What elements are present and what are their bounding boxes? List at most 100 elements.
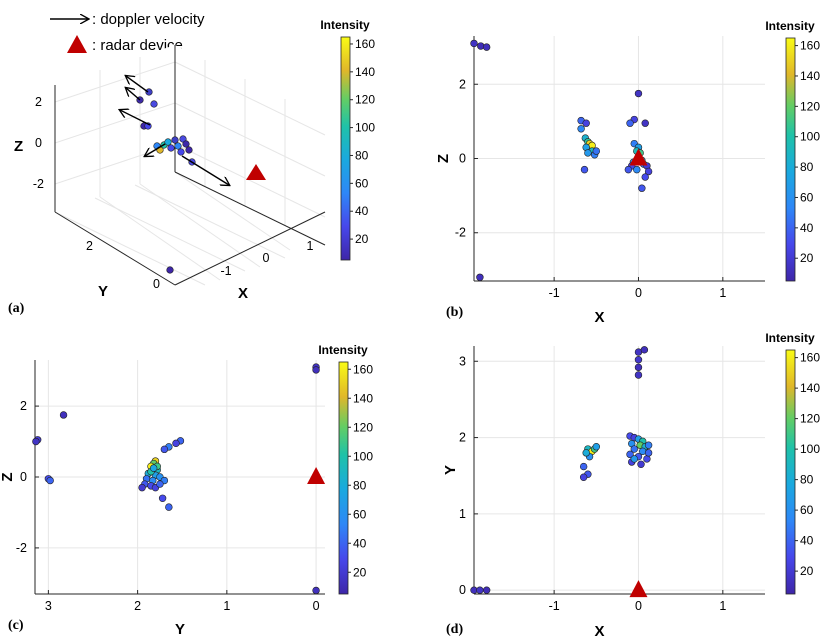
y-tick-label: -2 [455,226,466,240]
data-point [482,586,491,594]
data-point [634,89,643,98]
legend-velocity-label: : doppler velocity [92,11,205,28]
y-tick-label: 0 [20,470,27,484]
colorbar-tick-label: 80 [353,478,367,492]
colorbar-tick-label: 20 [800,251,814,265]
panel-a-grid [54,57,326,286]
x-axis-label: Y [175,621,185,638]
radar-device-icon [629,580,648,598]
data-point [160,445,169,454]
y-axis-label: Z [0,472,16,481]
colorbar-tick-label: 120 [353,420,373,434]
velocity-arrow-icon [181,155,229,185]
colorbar-tick-label: 80 [800,473,814,487]
colorbar-title: Intensity [318,343,368,357]
y-tick-label: 0 [459,152,466,166]
colorbar-tick-label: 60 [355,176,369,190]
data-point [470,39,478,48]
colorbar-tick-label: 140 [800,381,820,395]
data-point [577,125,585,133]
panel-label-a: (a) [8,301,25,316]
colorbar-tick-label: 40 [800,534,814,548]
colorbar-tick-label: 60 [353,507,367,521]
colorbar-tick-label: 120 [800,412,820,426]
legend: : doppler velocity : radar device [50,11,205,54]
colorbar-tick-label: 40 [353,536,367,550]
data-point [182,140,190,148]
y-tick-label: 2 [459,77,466,91]
data-point [638,184,646,192]
x-tick-label: -1 [549,599,560,613]
data-point [312,586,320,595]
colorbar-tick-label: 160 [800,351,820,365]
colorbar-tick-label: 40 [800,221,814,235]
colorbar-tick-label: 160 [800,39,820,53]
data-point [634,363,643,372]
data-point [46,476,54,485]
radar-device-icon [246,164,266,180]
data-point [145,88,153,96]
data-point [626,450,634,459]
colorbar-tick-label: 160 [355,37,375,51]
panel-a-ztick: 2 [35,95,42,109]
velocity-arrow-icon [145,143,166,156]
x-tick-label: 2 [134,599,141,613]
x-tick-label: 1 [719,599,726,613]
panel-a-ztick: 0 [35,136,42,150]
data-point [634,371,643,379]
data-point [582,119,590,127]
colorbar-tick-label: 100 [800,130,820,144]
data-point [580,165,589,174]
data-point [579,473,588,481]
data-point [185,146,193,154]
data-point [624,165,633,174]
data-point [164,138,172,146]
colorbar-tick-label: 20 [800,564,814,578]
data-point [644,167,653,176]
x-tick-label: -1 [549,286,560,300]
data-point [641,119,649,127]
panel-label-b: (b) [446,305,463,320]
panel-a-axes [54,45,326,286]
colorbar-tick-label: 20 [353,565,367,579]
panel-label-d: (d) [446,622,463,637]
panel-a-ylabel: Y [98,283,108,300]
colorbar-tick-label: 160 [353,362,373,376]
colorbar: Intensity 20 40 60 80 100 120 140 160 [318,343,373,595]
data-point [138,483,146,492]
x-tick-label: 1 [223,599,230,613]
panel-a-zlabel: Z [14,138,23,155]
y-tick-label: 2 [459,431,466,445]
panel-a-ytick: 0 [153,277,160,291]
panel-label-c: (c) [8,618,24,633]
velocity-arrow-icon [120,110,151,126]
data-point [158,494,167,502]
data-point [592,443,601,451]
data-point [630,445,638,453]
colorbar-gradient [340,36,351,261]
colorbar-tick-label: 120 [355,93,375,107]
y-tick-label: 3 [459,354,466,368]
colorbar-tick-label: 40 [355,204,369,218]
y-axis-label: Z [435,154,452,163]
panel-a-velocity-arrows [120,76,229,185]
panel-a-xtick: 1 [307,239,314,253]
velocity-arrow-icon [126,88,141,101]
panel-a-xtick: 0 [263,251,270,265]
y-tick-label: 0 [459,583,466,597]
x-tick-label: 0 [635,599,642,613]
colorbar-tick-label: 80 [355,148,369,162]
data-point [644,449,653,457]
y-tick-label: 1 [459,507,466,521]
x-tick-label: 3 [45,599,52,613]
data-point [171,136,179,144]
colorbar-title: Intensity [765,19,815,33]
data-point [476,273,484,281]
data-point [177,148,185,156]
x-tick-label: 0 [635,286,642,300]
colorbar-tick-label: 80 [800,160,814,174]
data-point [579,462,588,471]
data-point [640,346,649,354]
data-point [644,441,653,449]
